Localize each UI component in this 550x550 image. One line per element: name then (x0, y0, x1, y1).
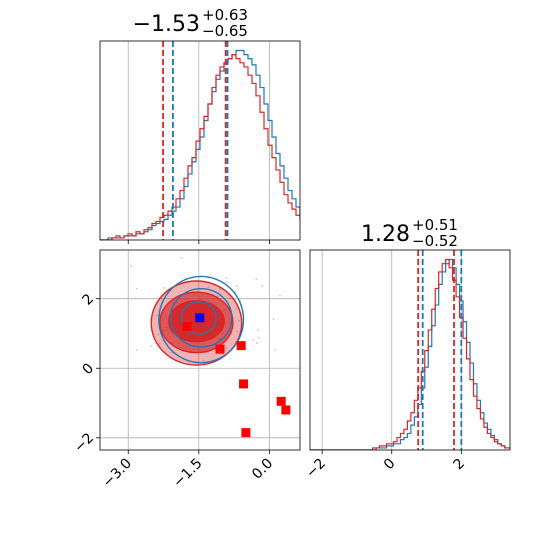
bl-marker-0 (195, 313, 205, 323)
bl-line-contour-0 (158, 275, 245, 364)
bl-ytick-label-0: −2 (71, 430, 97, 456)
bl-sample-point (180, 257, 183, 259)
bl-marker-3 (236, 341, 246, 351)
bl-marker-2 (215, 344, 225, 354)
top-left-title-sup: +0.63 (202, 6, 248, 24)
bl-sample-point (226, 281, 228, 284)
bottom-right-title-main: 1.28 (361, 222, 410, 247)
br-xtick-label-2: 2 (451, 456, 469, 474)
bl-line-contour-1 (169, 288, 233, 348)
br-series-0-steps (310, 258, 510, 450)
bl-sample-point (229, 297, 231, 300)
br-xtick-label-0: −2 (303, 456, 329, 482)
bl-ytick-label-2: 2 (80, 291, 98, 309)
bl-sample-point (225, 277, 228, 280)
top-left-histogram-panel (99, 40, 301, 244)
bl-marker-1 (182, 322, 192, 332)
bl-sample-point (279, 294, 281, 297)
tl-frame (99, 40, 301, 241)
bl-sample-point (235, 330, 238, 333)
bl-sample-point (256, 329, 259, 331)
top-left-title: −1.53 +0.63 −0.65 (133, 6, 248, 40)
br-xtick-label-1: 0 (381, 456, 399, 474)
bl-sample-point (272, 318, 275, 321)
bl-xtick-label-1: −1.5 (170, 456, 205, 491)
bl-sample-point (150, 345, 152, 348)
bl-marker-5 (276, 396, 286, 406)
bottom-left-contour-panel: −3.0 −1.5 0.0 −2 0 2 (71, 249, 301, 491)
tl-series-1-steps (100, 53, 300, 240)
bl-frame (99, 249, 301, 451)
bl-sample-point (256, 342, 258, 345)
bl-sample-point (261, 285, 264, 287)
bl-marker-6 (281, 405, 291, 415)
bl-sample-point (274, 349, 277, 351)
bl-sample-point (258, 336, 260, 339)
bl-sample-point (207, 286, 210, 289)
bottom-right-title-sup: +0.51 (412, 216, 458, 234)
bl-sample-point (235, 285, 238, 288)
br-frame (309, 249, 511, 451)
bl-sample-point (158, 343, 160, 345)
bottom-right-title-sub: −0.52 (412, 232, 458, 250)
top-left-title-main: −1.53 (133, 12, 200, 37)
bl-sample-point (207, 351, 209, 354)
bl-sample-point (130, 264, 132, 267)
bl-sample-point (252, 339, 255, 341)
tl-series-0-steps (100, 49, 300, 240)
bl-sample-point (225, 347, 228, 350)
bl-sample-point (163, 286, 166, 289)
bl-xtick-label-0: −3.0 (100, 456, 135, 491)
bl-sample-point (238, 320, 240, 322)
top-left-title-sub: −0.65 (202, 22, 248, 40)
bl-marker-4 (239, 379, 249, 389)
bottom-right-histogram-panel: −2 0 2 (303, 249, 511, 482)
bl-sample-point (235, 307, 237, 310)
bl-sample-point (219, 288, 221, 290)
bl-sample-point (202, 359, 205, 362)
bl-ytick-label-1: 0 (80, 360, 98, 378)
bl-marker-7 (241, 428, 251, 438)
bl-line-contour-2 (180, 300, 218, 335)
br-series-1-steps (310, 258, 510, 450)
bl-sample-point (135, 349, 138, 352)
bl-sample-point (255, 277, 258, 280)
bl-sample-point (157, 333, 160, 336)
bl-xtick-label-2: 0.0 (249, 456, 276, 483)
bl-sample-point (135, 287, 138, 290)
bl-sample-point (155, 314, 158, 317)
bottom-right-title: 1.28 +0.51 −0.52 (361, 216, 458, 250)
